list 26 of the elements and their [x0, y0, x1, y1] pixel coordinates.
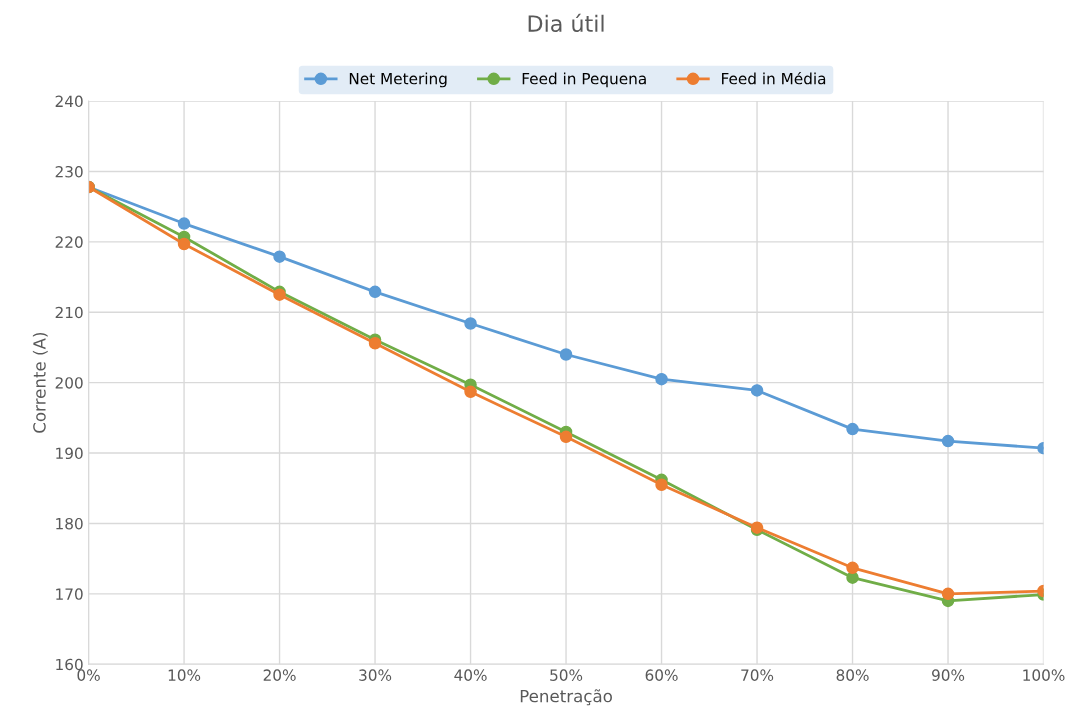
- x-tick-label: 70%: [741, 669, 774, 681]
- y-tick-label: 200: [55, 377, 83, 389]
- x-tick-label: 90%: [932, 669, 965, 681]
- x-tick-label: 80%: [836, 669, 869, 681]
- y-tick-label: 160: [56, 658, 83, 671]
- legend-label: Feed in Pequena: [522, 72, 646, 88]
- y-tick-label: 190: [56, 447, 83, 460]
- y-tick-label: 220: [55, 236, 83, 248]
- chart-title: Dia útil: [528, 13, 604, 32]
- x-tick-label: 40%: [454, 669, 487, 681]
- x-tick-label: 0%: [77, 669, 100, 681]
- x-tick-label: 100%: [1023, 669, 1065, 681]
- legend-label: Feed in Média: [722, 71, 826, 85]
- y-tick-label: 210: [55, 306, 83, 319]
- x-tick-label: 10%: [168, 669, 201, 681]
- y-tick-label: 180: [56, 517, 83, 530]
- x-tick-label: 60%: [645, 669, 678, 681]
- legend-label: Net Metering: [349, 72, 447, 88]
- x-tick-label: 30%: [359, 669, 392, 681]
- y-tick-label: 170: [56, 588, 83, 600]
- y-tick-label: 240: [55, 95, 83, 108]
- y-tick-label: 230: [55, 165, 83, 178]
- x-tick-label: 20%: [263, 669, 296, 681]
- x-axis-title: Penetração: [520, 689, 612, 706]
- x-tick-label: 50%: [550, 669, 583, 681]
- y-axis-title: Corrente (A): [32, 333, 48, 433]
